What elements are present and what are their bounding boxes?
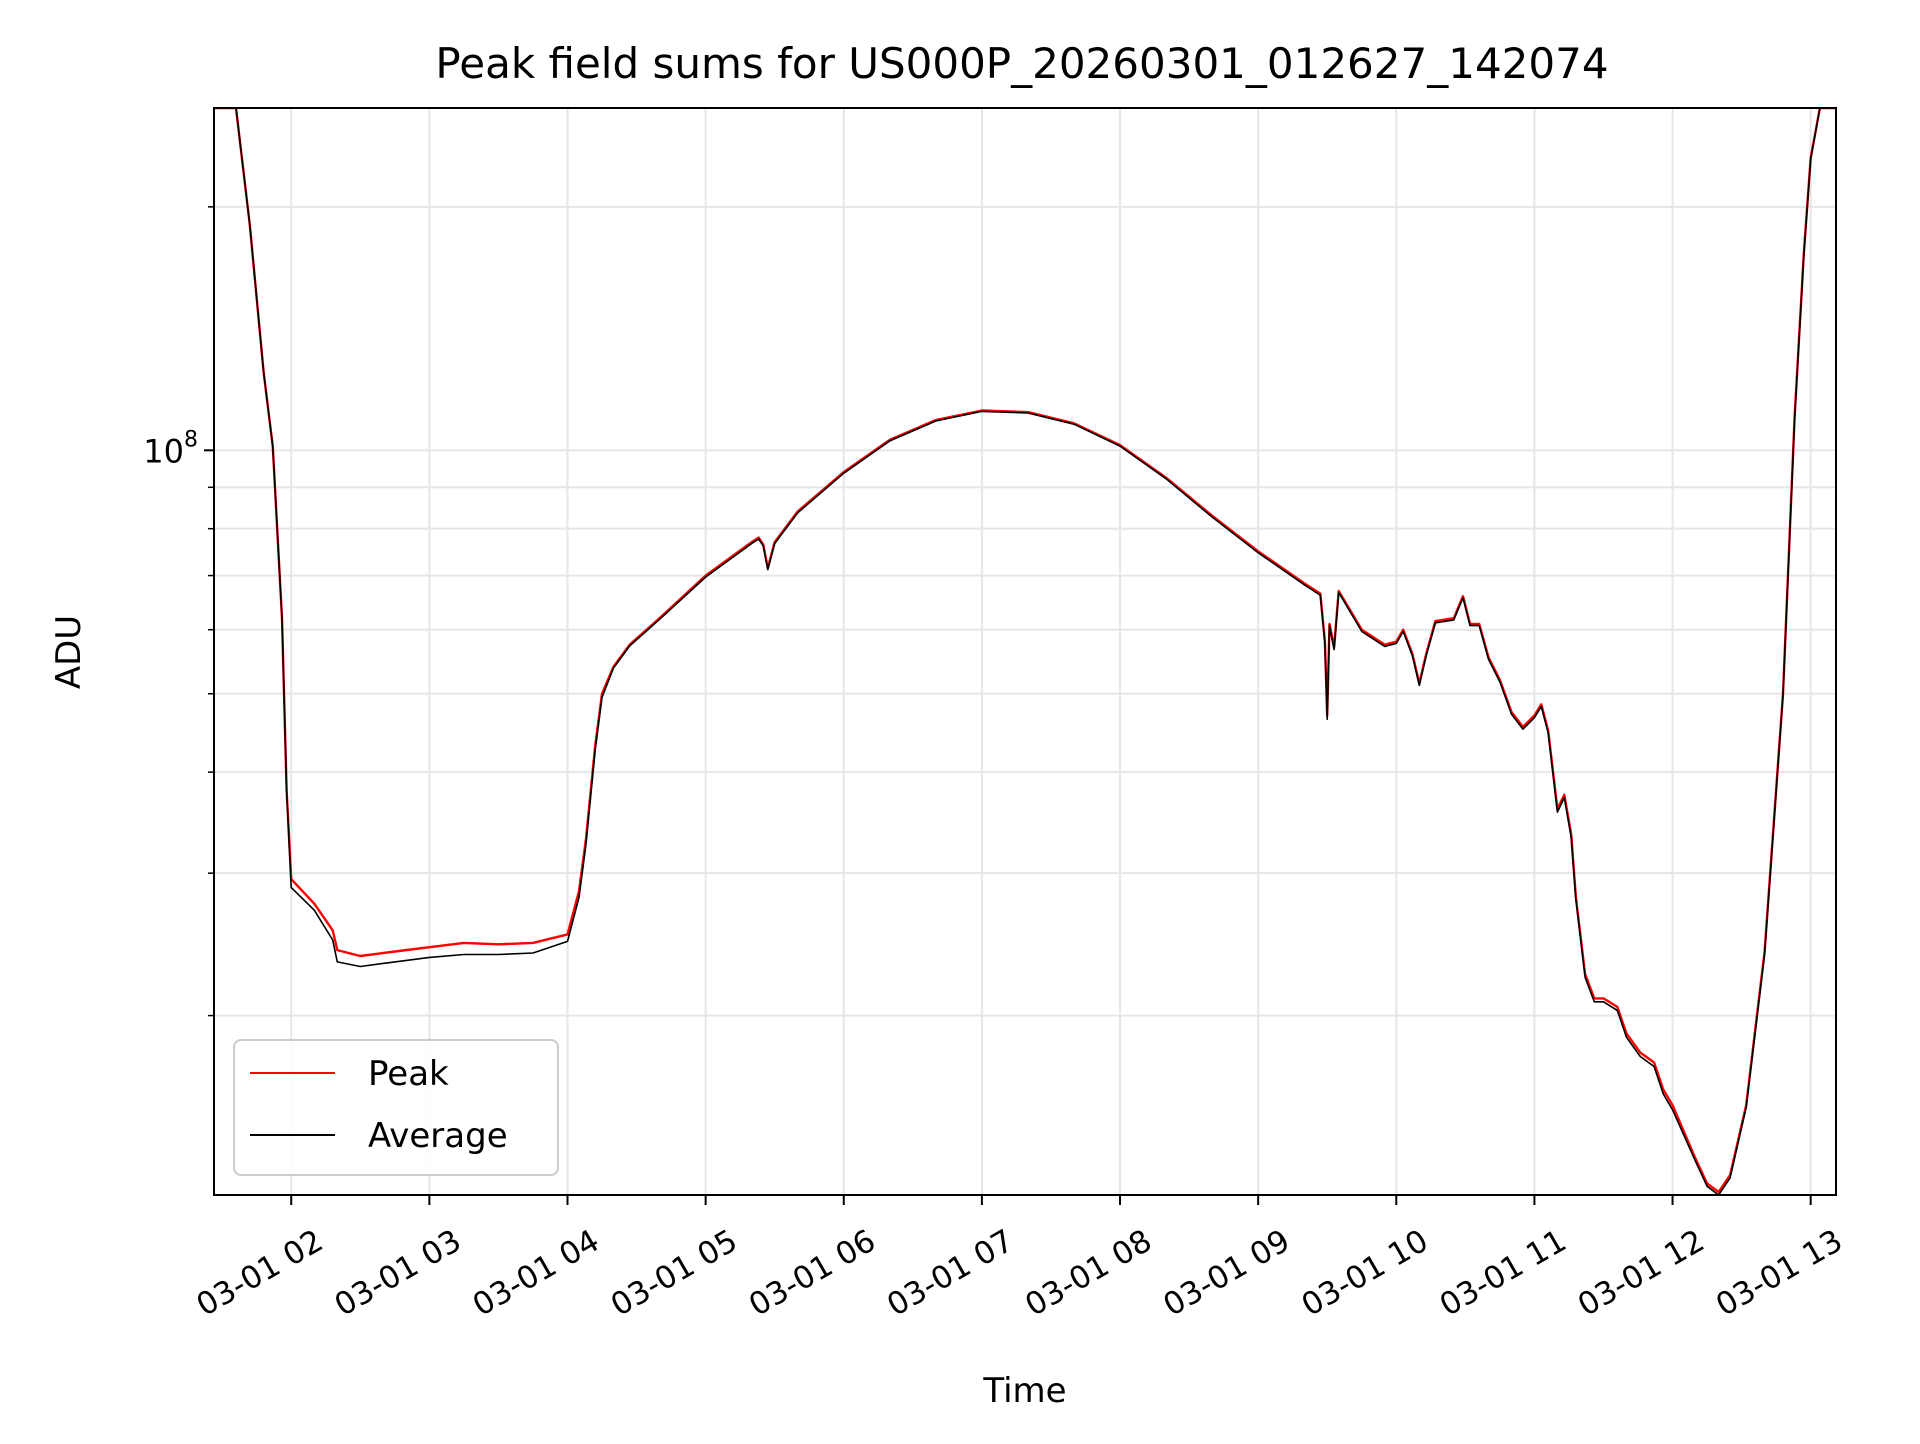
series-line-peak (214, 108, 1836, 1194)
legend: Peak Average (233, 1039, 559, 1176)
legend-label-peak: Peak (368, 1054, 449, 1094)
legend-label-average: Average (368, 1116, 508, 1156)
y-axis-label: ADU (49, 615, 89, 689)
y-tick-label: 108 (143, 427, 198, 470)
grid-layer (214, 108, 1836, 1195)
plot-frame (213, 107, 1837, 1196)
series-line-average (214, 108, 1836, 1195)
chart-title: Peak field sums for US000P_20260301_0126… (435, 39, 1608, 88)
y-axis: 108 (143, 206, 214, 1017)
series-layer (214, 108, 1836, 1195)
x-axis-label: Time (982, 1371, 1066, 1411)
